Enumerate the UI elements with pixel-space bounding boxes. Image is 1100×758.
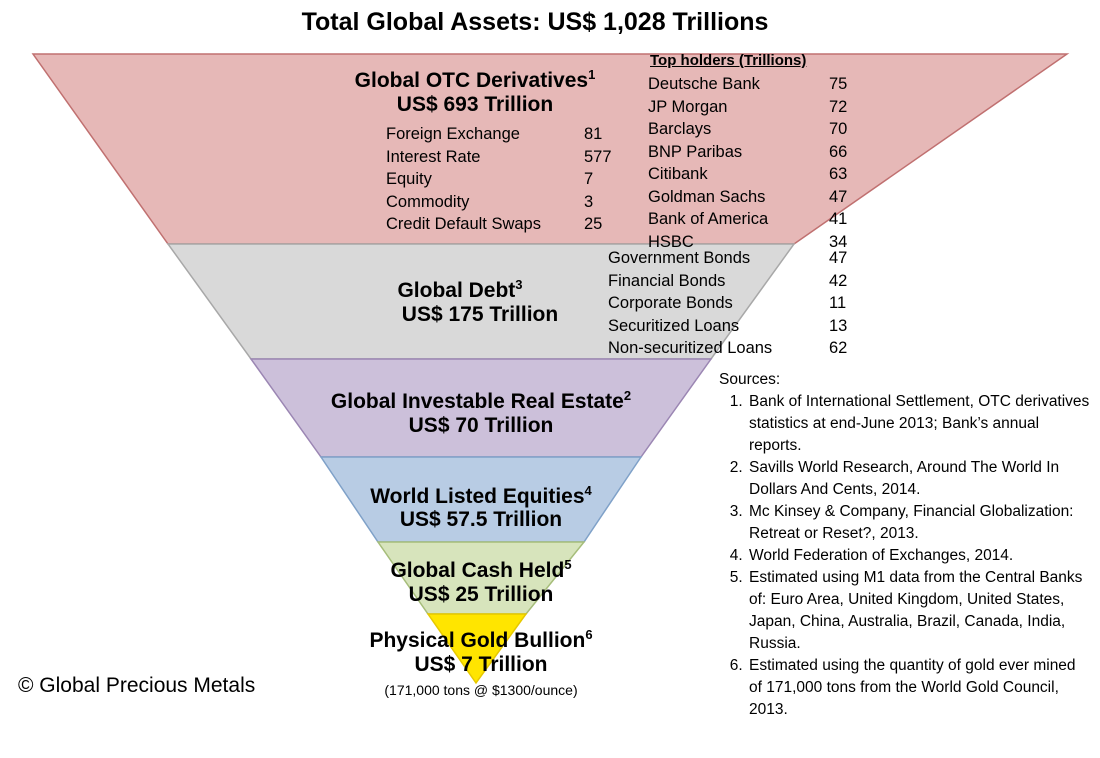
real-estate-title-text: Global Investable Real Estate	[330, 390, 624, 413]
list-item: Non-securitized Loans	[608, 339, 773, 357]
list-item: Government Bonds	[608, 249, 751, 267]
list-item: Credit Default Swaps	[386, 215, 541, 233]
list-item: Deutsche Bank	[648, 75, 760, 93]
list-value: 11	[829, 294, 847, 312]
top-holders-names: Deutsche Bank JP Morgan Barclays BNP Par…	[648, 73, 768, 253]
list-item: Citibank	[648, 165, 708, 183]
list-item: Goldman Sachs	[648, 187, 766, 206]
equities-value: US$ 57.5 Trillion	[399, 508, 563, 531]
top-holders-heading: Top holders (Trillions)	[650, 52, 807, 69]
otc-value: US$ 693 Trillion	[396, 93, 554, 116]
otc-footnote-ref: 1	[588, 67, 596, 82]
list-value: 25	[584, 215, 603, 233]
list-value: 75	[829, 75, 848, 93]
list-value: 63	[829, 165, 848, 183]
debt-breakdown-values: 47 42 11 13 62	[829, 247, 847, 360]
source-item: World Federation of Exchanges, 2014.	[747, 545, 1091, 567]
list-value: 577	[584, 147, 612, 166]
equities-footnote-ref: 4	[584, 483, 592, 498]
otc-title-text: Global OTC Derivatives	[354, 69, 589, 92]
debt-title: Global Debt3	[340, 270, 580, 306]
list-value: 47	[829, 187, 848, 206]
source-item: Estimated using the quantity of gold eve…	[747, 655, 1091, 721]
source-item: Bank of International Settlement, OTC de…	[747, 391, 1091, 457]
real-estate-title: Global Investable Real Estate2	[281, 381, 681, 417]
list-value: 7	[584, 170, 594, 188]
list-value: 70	[829, 120, 848, 138]
list-item: HSBC	[648, 232, 694, 251]
list-item: Securitized Loans	[608, 316, 740, 335]
list-value: 3	[584, 192, 594, 211]
list-item: Equity	[386, 170, 432, 188]
cash-footnote-ref: 5	[564, 557, 572, 572]
cash-title-text: Global Cash Held	[390, 559, 565, 582]
list-item: Interest Rate	[386, 147, 481, 166]
equities-title: World Listed Equities4	[331, 476, 631, 512]
page-title: Total Global Assets: US$ 1,028 Trillions	[301, 8, 769, 36]
list-item: Financial Bonds	[608, 271, 726, 290]
otc-breakdown-labels: Foreign Exchange Interest Rate Equity Co…	[386, 123, 541, 236]
sources-heading: Sources:	[719, 371, 781, 388]
list-item: Foreign Exchange	[386, 125, 520, 143]
top-holders-values: 75 72 70 66 63 47 41 34	[829, 73, 847, 253]
list-value: 66	[829, 142, 848, 161]
source-item: Estimated using M1 data from the Central…	[747, 567, 1091, 655]
gold-title-text: Physical Gold Bullion	[369, 629, 586, 652]
list-value: 42	[829, 271, 848, 290]
band-gold	[426, 613, 528, 685]
list-value: 34	[829, 232, 848, 251]
otc-breakdown-values: 81 577 7 3 25	[584, 123, 612, 236]
debt-breakdown-labels: Government Bonds Financial Bonds Corpora…	[608, 247, 772, 360]
list-item: BNP Paribas	[648, 142, 743, 161]
source-item: Savills World Research, Around The World…	[747, 457, 1091, 501]
debt-value: US$ 175 Trillion	[401, 303, 559, 326]
gold-title: Physical Gold Bullion6	[341, 620, 621, 656]
cash-value: US$ 25 Trillion	[408, 583, 554, 606]
gold-value: US$ 7 Trillion	[414, 653, 548, 676]
copyright-notice: © Global Precious Metals	[18, 674, 256, 697]
list-item: JP Morgan	[648, 97, 728, 116]
list-item: Bank of America	[648, 210, 769, 228]
debt-title-text: Global Debt	[397, 279, 516, 302]
list-value: 13	[829, 316, 848, 335]
list-item: Commodity	[386, 192, 470, 211]
cash-title: Global Cash Held5	[361, 550, 601, 586]
sources-panel: Sources: Bank of International Settlemen…	[719, 369, 1091, 721]
list-item: Barclays	[648, 120, 712, 138]
equities-title-text: World Listed Equities	[370, 485, 585, 508]
list-value: 62	[829, 339, 848, 357]
real-estate-footnote-ref: 2	[623, 388, 632, 403]
otc-title: Global OTC Derivatives1	[310, 60, 640, 96]
list-value: 72	[829, 97, 848, 116]
sources-list: Bank of International Settlement, OTC de…	[719, 391, 1091, 721]
gold-note: (171,000 tons @ $1300/ounce)	[384, 682, 578, 698]
list-item: Corporate Bonds	[608, 294, 733, 312]
list-value: 81	[584, 125, 603, 143]
real-estate-value: US$ 70 Trillion	[408, 414, 554, 437]
list-value: 41	[829, 210, 848, 228]
list-value: 47	[829, 249, 848, 267]
source-item: Mc Kinsey & Company, Financial Globaliza…	[747, 501, 1091, 545]
debt-footnote-ref: 3	[515, 277, 523, 292]
gold-footnote-ref: 6	[585, 627, 593, 642]
